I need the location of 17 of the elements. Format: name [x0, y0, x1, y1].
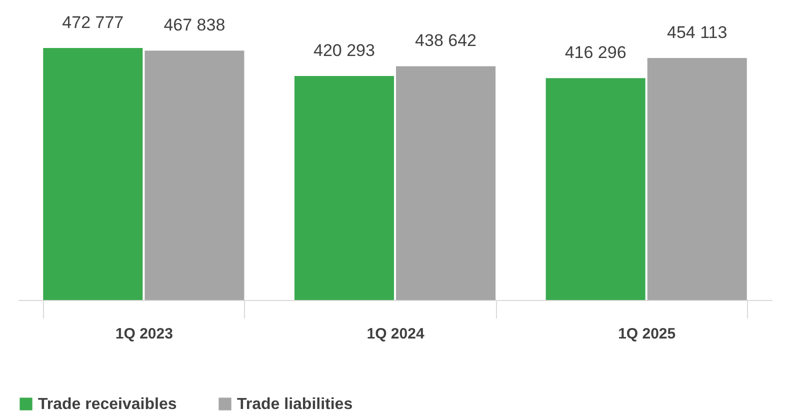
x-tick-label: 1Q 2025: [618, 326, 676, 342]
data-label: 454 113: [667, 22, 728, 42]
data-label: 420 293: [314, 40, 375, 60]
data-label: 472 777: [62, 13, 124, 32]
legend-label: Trade liabilities: [237, 396, 353, 413]
x-tick-label: 1Q 2024: [366, 326, 425, 342]
data-label: 438 642: [415, 31, 476, 50]
bar: [546, 78, 646, 300]
data-label: 416 296: [564, 43, 626, 62]
bar: [396, 66, 496, 300]
legend-label: Trade receivaibles: [38, 396, 177, 413]
x-tick-label: 1Q 2023: [115, 326, 173, 342]
bar: [43, 48, 143, 300]
data-label: 467 838: [164, 16, 226, 35]
bar: [647, 58, 747, 300]
bar: [144, 50, 244, 300]
bar: [294, 76, 394, 300]
